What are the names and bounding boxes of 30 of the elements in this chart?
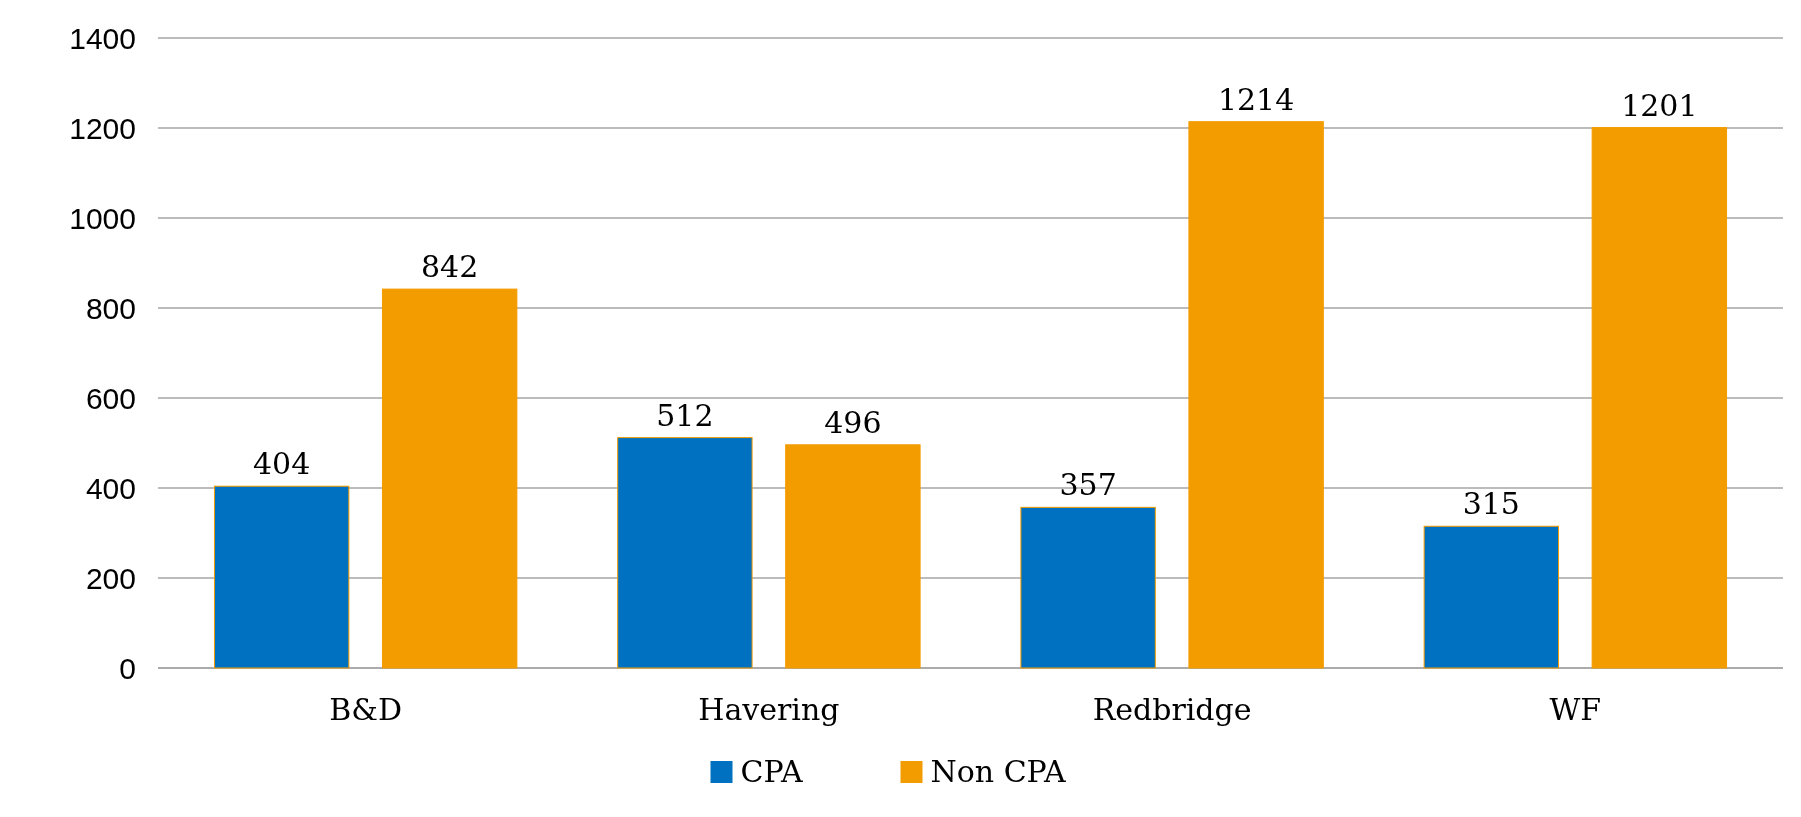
y-tick-label: 1200 <box>69 111 136 145</box>
data-label: 315 <box>1462 486 1520 522</box>
data-label: 357 <box>1059 467 1117 503</box>
bar <box>1188 121 1324 669</box>
x-tick-label: Havering <box>698 692 840 727</box>
data-label: 842 <box>421 249 479 285</box>
y-tick-label: 0 <box>119 651 136 685</box>
x-tick-label: Redbridge <box>1092 692 1252 727</box>
bar <box>1591 127 1728 669</box>
bar <box>381 288 518 669</box>
y-tick-label: 800 <box>85 291 136 325</box>
y-tick-label: 1400 <box>69 21 136 55</box>
legend-label: Non CPA <box>930 754 1067 789</box>
data-label: 496 <box>824 404 882 440</box>
y-tick-label: 1000 <box>69 201 136 235</box>
x-tick-label: WF <box>1549 692 1602 727</box>
data-label: 512 <box>656 397 714 433</box>
bar <box>1423 525 1560 669</box>
data-label: 1201 <box>1621 87 1698 123</box>
y-tick-label: 600 <box>85 381 136 415</box>
x-tick-label: B&D <box>329 692 403 727</box>
bar <box>785 444 921 669</box>
bar <box>1020 506 1156 669</box>
data-label: 1214 <box>1217 81 1295 117</box>
y-tick-label: 400 <box>85 471 136 505</box>
legend-label: CPA <box>740 754 803 789</box>
y-tick-label: 200 <box>85 561 136 595</box>
data-label: 404 <box>253 446 311 482</box>
bar <box>617 437 753 669</box>
bar <box>213 485 350 669</box>
